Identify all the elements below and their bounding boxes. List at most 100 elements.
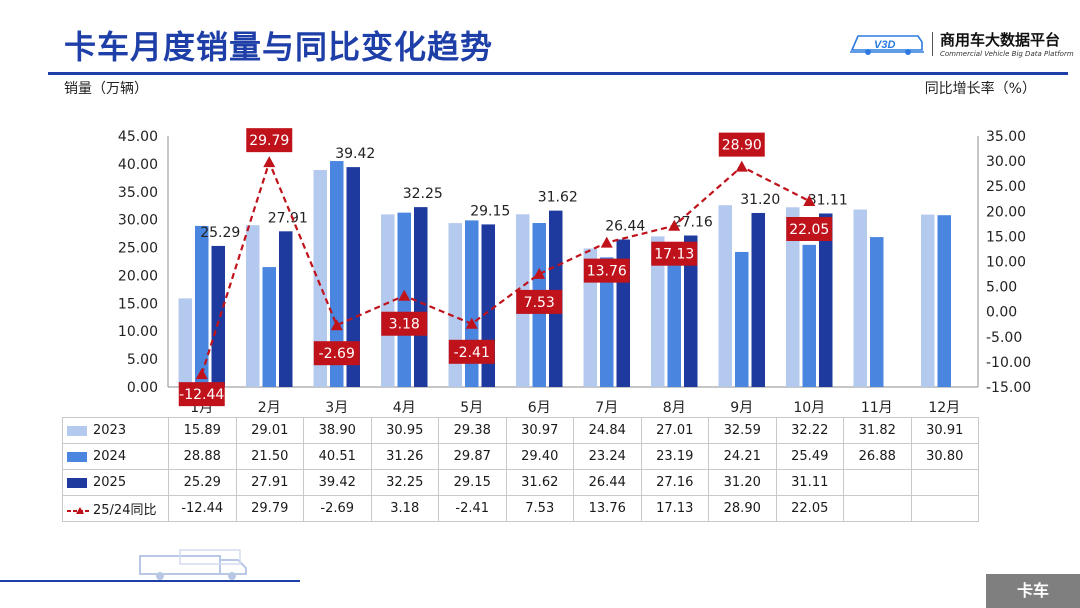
table-cell: 30.91 xyxy=(910,417,979,444)
table-cell: 25.29 xyxy=(168,469,237,496)
y-tick-label: 5.00 xyxy=(127,352,158,368)
table-cell: 22.05 xyxy=(775,495,844,522)
yoy-label-box xyxy=(516,289,563,314)
y2-tick-label: 30.00 xyxy=(986,154,1026,170)
bar-2024 xyxy=(600,257,614,387)
bar-2023 xyxy=(853,209,867,387)
table-cell: 23.19 xyxy=(640,443,709,470)
table-cell: -2.41 xyxy=(438,495,507,522)
y2-tick-label: -5.00 xyxy=(986,330,1022,346)
y-tick-label: 15.00 xyxy=(118,296,158,312)
table-series-label: 2023 xyxy=(62,417,169,444)
x-tick-label: 8月 xyxy=(663,400,686,416)
bar-value-label: 31.62 xyxy=(538,190,578,206)
table-cell: 28.90 xyxy=(708,495,777,522)
table-row: 2025 25.29 27.91 39.42 32.25 29.15 31.62 26.44 2… xyxy=(62,469,979,496)
table-cell: 27.16 xyxy=(640,469,709,496)
bar-2024 xyxy=(195,225,209,387)
y2-tick-label: -15.00 xyxy=(986,380,1031,396)
bar-value-label: 32.25 xyxy=(403,186,443,202)
bar-2023 xyxy=(718,205,732,387)
table-cell: 32.25 xyxy=(370,469,439,496)
table-cell: 30.97 xyxy=(505,417,574,444)
y2-tick-label: 15.00 xyxy=(986,229,1026,245)
table-cell xyxy=(910,495,979,522)
table-cell: 39.42 xyxy=(303,469,372,496)
legend-swatch xyxy=(67,477,87,488)
yoy-label-box xyxy=(651,241,698,266)
yoy-marker xyxy=(668,219,681,231)
x-tick-label: 4月 xyxy=(393,400,416,416)
y-axis-title: 销量（万辆） xyxy=(64,81,148,97)
yoy-value-label: 28.90 xyxy=(722,138,762,154)
brand-name: 商用车大数据平台 xyxy=(940,31,1061,49)
yoy-label-box xyxy=(448,339,495,364)
table-cell: 24.21 xyxy=(708,443,777,470)
table-cell: 29.01 xyxy=(235,417,304,444)
bar-2025 xyxy=(684,235,698,387)
table-cell: 13.76 xyxy=(573,495,642,522)
page-title: 卡车月度销量与同比变化趋势 xyxy=(64,28,494,66)
y-tick-label: 40.00 xyxy=(118,157,158,173)
x-tick-label: 9月 xyxy=(730,400,753,416)
yoy-marker xyxy=(803,195,816,207)
x-tick-label: 2月 xyxy=(258,400,281,416)
yoy-value-label: 22.05 xyxy=(789,222,829,238)
bar-2023 xyxy=(583,248,597,387)
bar-2025 xyxy=(414,207,428,387)
brand-logo: V3D 商用车大数据平台 Commercial Vehicle Big Data… xyxy=(848,24,1074,64)
yoy-label-box xyxy=(381,311,428,336)
bar-value-label: 31.20 xyxy=(740,192,780,208)
y-tick-label: 20.00 xyxy=(118,268,158,284)
bar-2023 xyxy=(381,214,395,387)
table-cell: 26.44 xyxy=(573,469,642,496)
bar-2024 xyxy=(937,215,951,387)
bar-2023 xyxy=(313,170,327,387)
table-cell: -12.44 xyxy=(168,495,237,522)
yoy-label-box xyxy=(246,128,293,153)
yoy-value-label: 17.13 xyxy=(654,247,694,263)
yoy-marker xyxy=(600,236,613,248)
truck-icon xyxy=(139,549,247,580)
x-tick-label: 11月 xyxy=(861,400,893,416)
y2-tick-label: 0.00 xyxy=(986,305,1017,321)
yoy-marker xyxy=(263,156,276,168)
table-series-label: 25/24同比 xyxy=(62,495,169,522)
bar-2024 xyxy=(330,161,344,387)
series-name: 25/24同比 xyxy=(93,503,157,518)
table-series-label: 2025 xyxy=(62,469,169,496)
yoy-marker xyxy=(330,319,343,331)
bar-value-label: 31.11 xyxy=(808,192,848,208)
table-cell: 29.38 xyxy=(438,417,507,444)
yoy-value-label: -2.69 xyxy=(319,346,355,362)
data-table: 2023 15.89 29.01 38.90 30.95 29.38 30.97 24.84 2… xyxy=(62,417,979,522)
bar-2023 xyxy=(786,207,800,387)
yoy-value-label: 7.53 xyxy=(524,295,555,311)
table-cell: 29.87 xyxy=(438,443,507,470)
y2-tick-label: -10.00 xyxy=(986,355,1031,371)
yoy-value-label: -2.41 xyxy=(454,345,490,361)
y-tick-label: 30.00 xyxy=(118,213,158,229)
table-cell: 31.62 xyxy=(505,469,574,496)
table-row: 2023 15.89 29.01 38.90 30.95 29.38 30.97 24.84 2… xyxy=(62,417,979,444)
table-cell xyxy=(843,495,912,522)
table-series-label: 2024 xyxy=(62,443,169,470)
table-cell: 3.18 xyxy=(370,495,439,522)
yoy-value-label: 29.79 xyxy=(249,133,289,149)
table-cell: 27.01 xyxy=(640,417,709,444)
y2-tick-label: 35.00 xyxy=(986,129,1026,145)
y-tick-label: 35.00 xyxy=(118,185,158,201)
bar-2023 xyxy=(178,298,192,387)
table-cell: 32.22 xyxy=(775,417,844,444)
table-cell: 28.88 xyxy=(168,443,237,470)
table-cell xyxy=(843,469,912,496)
series-name: 2023 xyxy=(93,423,127,438)
bar-2025 xyxy=(346,167,360,387)
x-tick-label: 10月 xyxy=(793,400,825,416)
series-name: 2025 xyxy=(93,475,127,490)
table-cell: 7.53 xyxy=(505,495,574,522)
bar-value-label: 29.15 xyxy=(470,203,510,219)
legend-swatch xyxy=(67,451,87,462)
series-name: 2024 xyxy=(93,449,127,464)
y2-tick-label: 25.00 xyxy=(986,179,1026,195)
